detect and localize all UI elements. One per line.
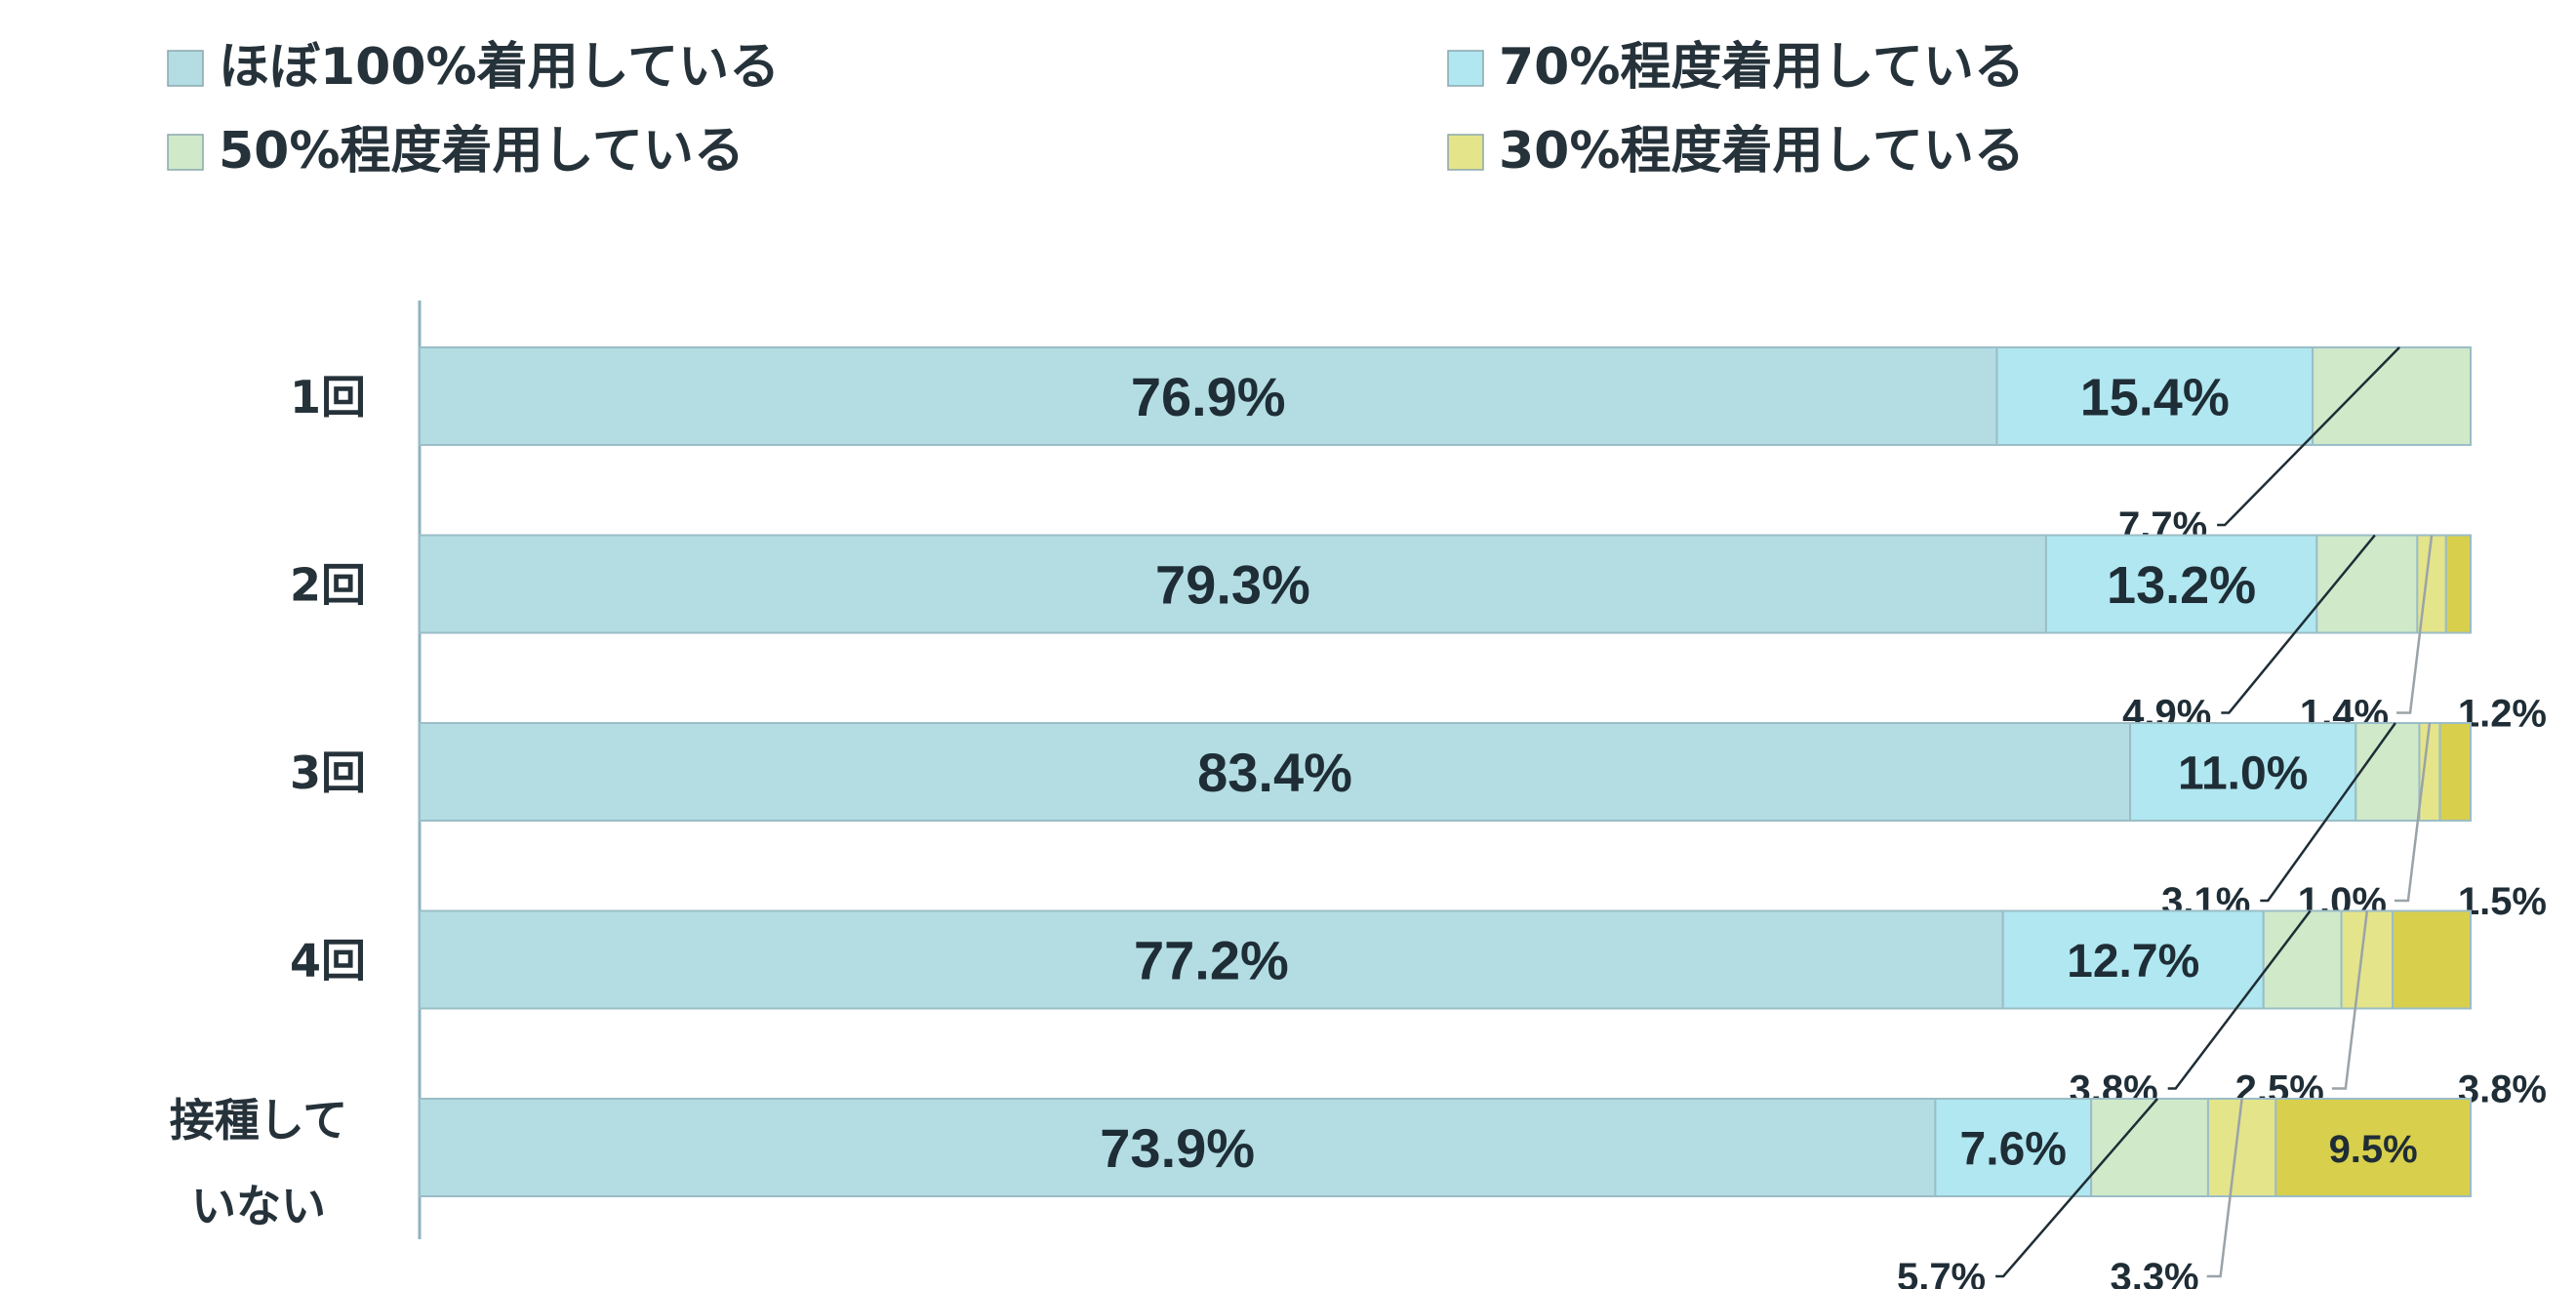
legend-swatch [167,50,204,87]
leader-line [2394,722,2432,903]
category-label: 1回 [290,371,366,423]
bar-segment [2438,722,2472,822]
bar-segment [2444,534,2472,634]
leader-line [2167,909,2312,1090]
category-label: 3回 [290,746,366,799]
leader-line [2221,534,2376,714]
data-label: 1.2% [2458,693,2547,736]
bar-segment [2355,722,2421,822]
bar-segment [2392,909,2473,1010]
bar-segment [1995,346,2314,446]
data-label: 1.5% [2458,880,2547,923]
bar-segment [2129,722,2357,822]
data-label: 5.7% [1897,1256,1986,1289]
leader-line [1995,1098,2158,1278]
data-label: 77.2% [1134,930,1289,991]
leader-line [2260,722,2396,903]
legend-swatch [1447,50,1484,87]
legend-swatch [1447,134,1484,171]
bar-segment [2206,1098,2277,1197]
category-label: 2回 [290,559,366,612]
bar-segment [419,909,2004,1010]
legend-label: 50%程度着用している [219,122,745,181]
bar-segment [419,346,1998,446]
category-label: いない [191,1180,326,1232]
leader-line [2217,346,2400,527]
bar-segment [2312,346,2472,446]
data-label: 9.5% [2329,1128,2418,1171]
data-label: 73.9% [1100,1117,1255,1179]
data-label: 15.4% [2080,368,2230,426]
leader-line [2396,535,2434,714]
bar-segment [2418,722,2441,822]
bar-segment [419,722,2132,822]
bar-segment [419,534,2047,634]
legend-swatch [167,134,204,171]
category-label: 4回 [290,935,366,987]
leader-line [2206,1098,2243,1278]
category-label: 接種して [170,1094,348,1147]
data-label: 12.7% [2067,936,2199,987]
leader-line [2331,910,2369,1090]
data-label: 76.9% [1131,366,1286,427]
bar-segment [2262,909,2343,1010]
data-label: 7.6% [1960,1123,2067,1175]
bar-segment [2001,909,2265,1010]
legend-label: 30%程度着用している [1499,122,2025,181]
bar-segment [2044,534,2318,634]
bar-segment [1934,1098,2093,1197]
legend-label: 70%程度着用している [1499,38,2025,97]
legend-label: ほぼ100%着用している [219,38,780,97]
data-label: 13.2% [2107,556,2256,615]
bar-segment [2090,1098,2209,1197]
data-label: 3.8% [2458,1068,2547,1111]
data-label: 79.3% [1155,554,1310,616]
bar-segment [2340,909,2395,1010]
bar-segment [419,1098,1937,1197]
data-label: 11.0% [2178,747,2308,799]
bar-segment [2315,534,2419,634]
bar-segment [2274,1098,2473,1197]
data-label: 83.4% [1197,742,1352,803]
data-label: 3.3% [2110,1256,2198,1289]
